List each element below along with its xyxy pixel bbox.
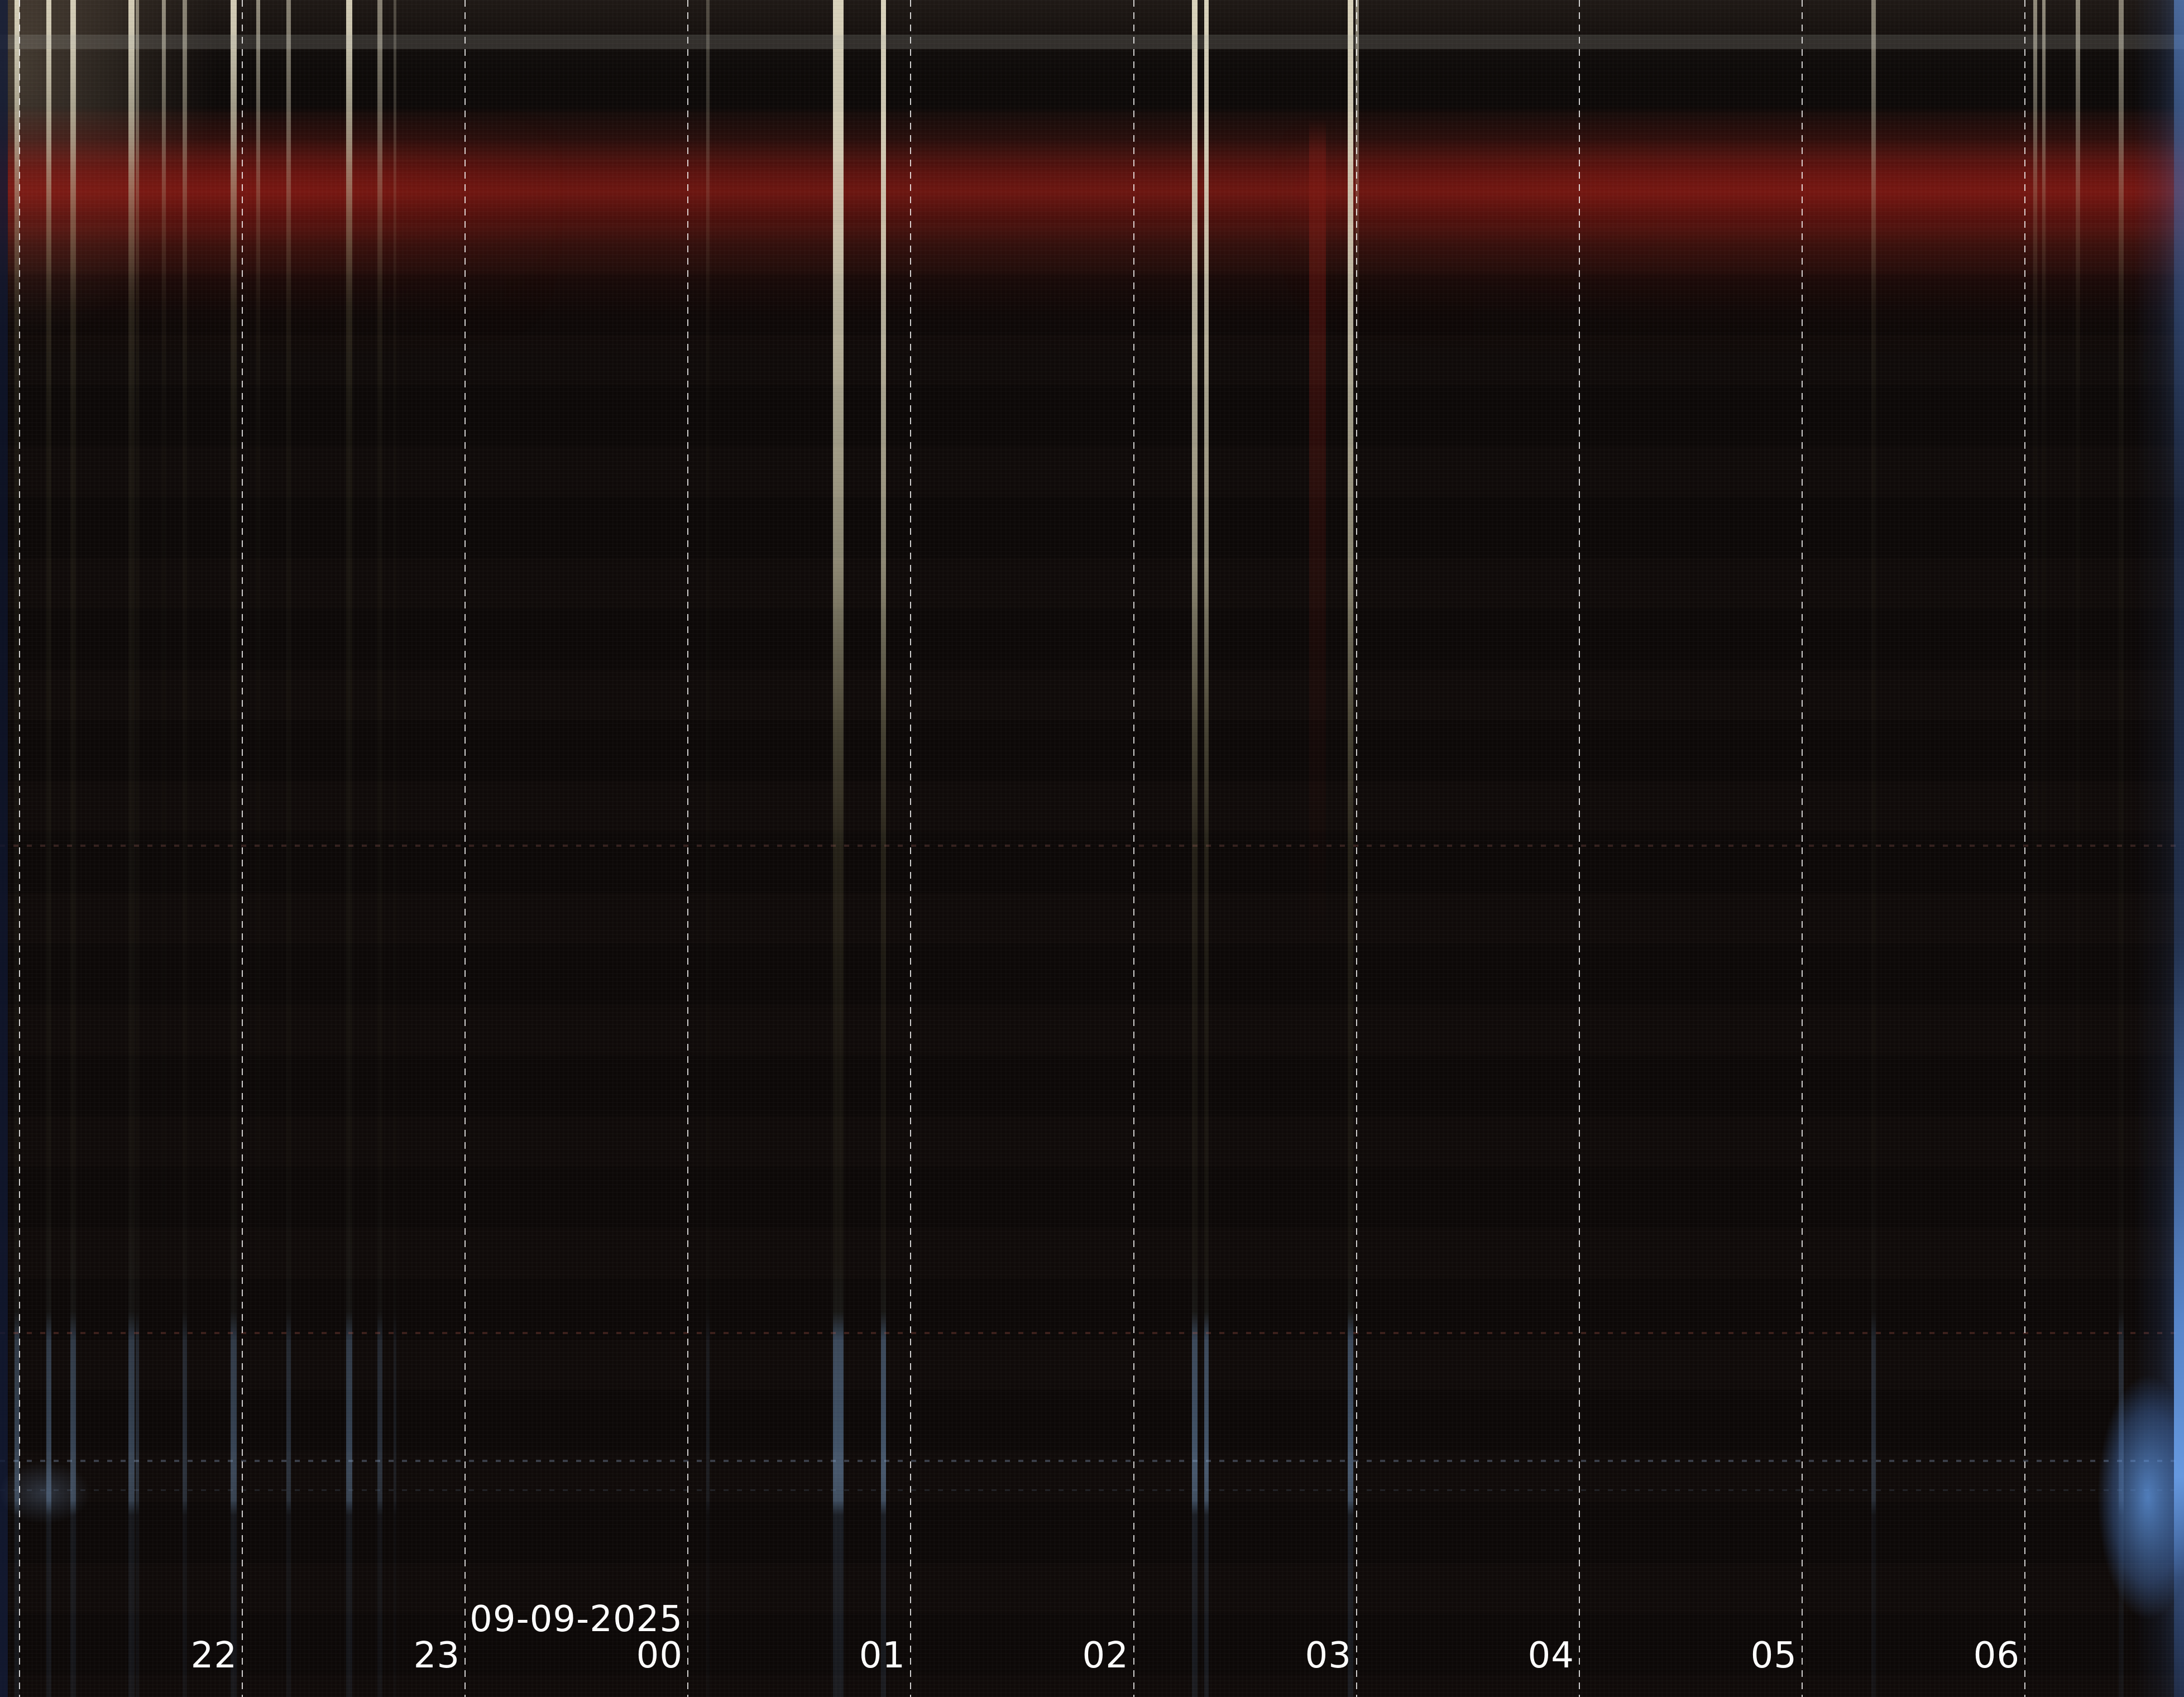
axis-tick-label: 01 [859,1635,906,1676]
artifact-line [0,35,2184,50]
artifact-line [0,845,2184,847]
left-edge-strip [0,0,8,1697]
hour-gridline [1133,0,1134,1697]
event-streak [70,0,76,1697]
date-label: 09-09-2025 [470,1599,683,1640]
axis-tick-label: 00 [636,1635,683,1676]
event-streak [881,0,887,1697]
event-streak [256,0,260,1697]
event-streak [833,0,844,1697]
event-streak [1871,0,1876,1697]
event-streak [2033,0,2038,1697]
dawn-glow [2084,1340,2184,1653]
hour-gridline [1802,0,1803,1697]
hour-gridline [242,0,243,1697]
event-streak [231,0,237,1697]
event-streak [1356,0,1359,1697]
event-streak [706,0,710,1697]
event-streak [2075,0,2080,1697]
axis-tick-label: 02 [1082,1635,1129,1676]
hour-gridline [464,0,466,1697]
event-streak [46,0,51,1697]
axis-tick-label: 03 [1305,1635,1352,1676]
axis-tick-label: 04 [1527,1635,1574,1676]
event-streak [2042,0,2046,1697]
hour-gridline [2024,0,2026,1697]
axis-tick-label: 22 [190,1635,238,1676]
event-streak [393,0,396,1697]
event-streak [14,0,20,1697]
event-streak [1309,0,1326,1697]
hour-gridline [910,0,912,1697]
hour-gridline [19,0,21,1697]
red-airglow-band-left-boost [0,0,568,1697]
event-streak [1192,0,1198,1697]
axis-tick-label: 05 [1750,1635,1797,1676]
red-airglow-band-right-boost [1266,0,2184,1697]
event-streak [377,0,382,1697]
axis-tick-label: 23 [413,1635,461,1676]
event-streak [183,0,188,1697]
right-edge-strip [2174,0,2184,1697]
event-streak [1348,0,1354,1697]
bottom-left-glow [0,1451,106,1535]
artifact-line [0,1460,2184,1462]
artifact-line [0,1489,2184,1491]
axis-tick-label: 06 [1973,1635,2020,1676]
event-streak [135,0,139,1697]
event-streak [286,0,291,1697]
event-streak [346,0,353,1697]
event-streak [128,0,135,1697]
artifact-line [0,1332,2184,1335]
hour-gridline [1356,0,1357,1697]
hour-gridline [687,0,689,1697]
event-streak [1204,0,1209,1697]
event-streak [161,0,166,1697]
hour-gridline [1578,0,1580,1697]
event-streak [2119,0,2124,1697]
